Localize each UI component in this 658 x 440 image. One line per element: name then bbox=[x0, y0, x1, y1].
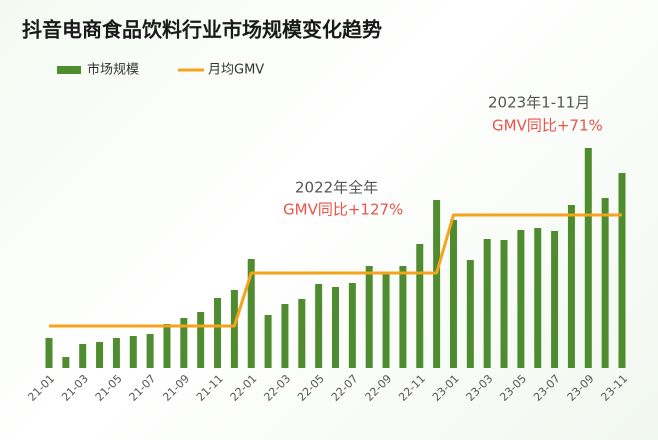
bar bbox=[348, 283, 356, 368]
legend-swatch bbox=[57, 66, 81, 74]
x-tick-label: 21-05 bbox=[93, 372, 125, 404]
bar bbox=[197, 312, 205, 368]
bar bbox=[163, 324, 171, 368]
bar bbox=[281, 304, 289, 368]
x-tick-label: 23-11 bbox=[598, 372, 630, 404]
annotation: 2022年全年 bbox=[295, 179, 378, 197]
annotation: GMV同比+71% bbox=[492, 117, 603, 135]
bar bbox=[214, 298, 222, 368]
x-tick-label: 21-09 bbox=[160, 372, 192, 404]
annotation: 2023年1-11月 bbox=[488, 94, 590, 112]
annotation: GMV同比+127% bbox=[283, 201, 403, 219]
x-tick-label: 21-03 bbox=[59, 372, 91, 404]
bar bbox=[146, 334, 154, 368]
bar bbox=[382, 272, 390, 368]
bar bbox=[500, 240, 508, 368]
bar bbox=[433, 200, 441, 368]
x-tick-label: 21-11 bbox=[194, 372, 226, 404]
bar bbox=[332, 287, 339, 368]
bar bbox=[567, 205, 575, 368]
bar bbox=[79, 344, 87, 368]
bar bbox=[399, 266, 407, 368]
bar bbox=[129, 336, 137, 368]
x-tick-label: 22-05 bbox=[295, 372, 327, 404]
bar bbox=[62, 357, 70, 368]
x-tick-label: 23-07 bbox=[531, 372, 563, 404]
bar bbox=[618, 173, 626, 368]
x-tick-label: 21-01 bbox=[25, 372, 57, 404]
x-tick-label: 22-01 bbox=[228, 372, 260, 404]
x-tick-label: 22-07 bbox=[329, 372, 361, 404]
bar bbox=[416, 244, 424, 368]
x-tick-label: 23-05 bbox=[497, 372, 529, 404]
bar bbox=[298, 299, 306, 368]
bar bbox=[247, 259, 255, 368]
x-tick-label: 22-11 bbox=[396, 372, 428, 404]
chart-title: 抖音电商食品饮料行业市场规模变化趋势 bbox=[22, 18, 382, 42]
bar bbox=[449, 220, 457, 368]
bar bbox=[517, 230, 525, 368]
line bbox=[49, 213, 622, 328]
x-tick-label: 22-09 bbox=[363, 372, 395, 404]
bar bbox=[112, 338, 120, 368]
x-tick-label: 23-03 bbox=[464, 372, 496, 404]
x-tick-label: 23-01 bbox=[430, 372, 462, 404]
bar bbox=[264, 315, 272, 368]
x-tick-label: 21-07 bbox=[127, 372, 159, 404]
bar bbox=[551, 231, 559, 368]
bar bbox=[230, 290, 238, 368]
bar bbox=[601, 198, 609, 368]
bar bbox=[584, 148, 592, 368]
bar bbox=[45, 338, 53, 368]
bar bbox=[466, 260, 474, 368]
bar bbox=[483, 239, 491, 368]
bar bbox=[315, 284, 323, 368]
bar bbox=[96, 342, 104, 368]
x-tick-label: 22-03 bbox=[261, 372, 293, 404]
bar bbox=[534, 228, 542, 368]
bar bbox=[365, 266, 373, 368]
legend-label: 月均GMV bbox=[208, 63, 264, 78]
bar bbox=[180, 318, 188, 368]
legend-label: 市场规模 bbox=[87, 62, 139, 78]
x-tick-label: 23-09 bbox=[565, 372, 597, 404]
